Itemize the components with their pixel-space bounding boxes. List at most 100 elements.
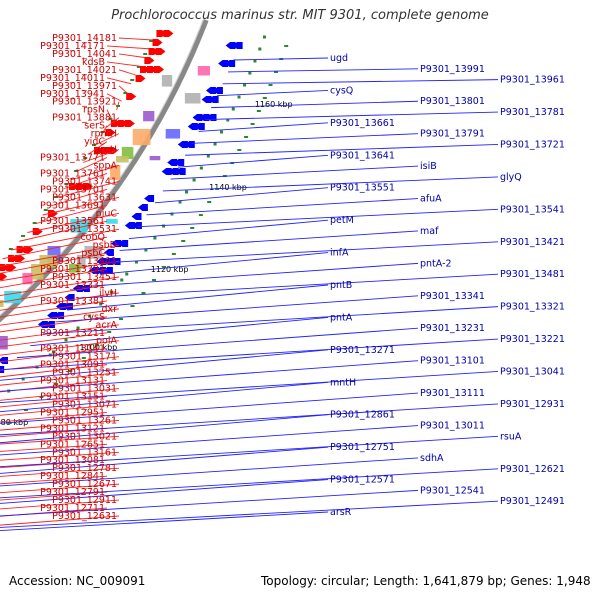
gene-label-reverse: P9301_13271 [330,345,395,356]
feature-block [143,111,155,122]
scale-dash [125,272,129,276]
reverse-gene-arrow [161,168,172,175]
reverse-gene-arrow [137,204,148,211]
gene-label-reverse: P9301_12861 [330,410,395,421]
reverse-gene-arrow [218,60,229,67]
gene-label-reverse: P9301_12621 [500,464,565,475]
gene-label-forward: P9301_13561 [40,216,105,227]
feature-block [121,147,134,160]
reverse-gene-arrow [88,267,99,274]
backbone-arc [0,19,209,323]
gene-label-reverse: P9301_13661 [330,118,395,129]
feature-block [149,156,161,161]
reverse-gene-arrow [201,96,212,103]
label-leader-line [30,316,329,347]
label-leader-line [106,45,149,50]
gene-label-reverse: pntA [330,312,353,323]
scale-dash [32,222,37,224]
scale-dash [178,200,182,204]
label-leader-line [0,388,120,401]
scale-dash [109,290,113,294]
gene-label-reverse: cysQ [330,85,353,96]
forward-gene-arrow [0,273,8,280]
feature-block [184,93,201,104]
gene-label-reverse: pntA-2 [420,258,452,269]
label-leader-line [116,101,120,111]
gene-label-reverse: P9301_13781 [500,107,565,118]
scale-dash [134,260,138,264]
label-leader-line [0,332,108,348]
scale-dash [130,79,135,81]
gene-label-forward: kdsB [82,57,105,68]
gene-label-forward: P9301_13391 [40,264,105,275]
label-leader-line [63,173,108,190]
label-leader-line [35,204,108,225]
gene-label-forward: P9301_13031 [52,384,117,395]
gene-label-forward: P9301_14041 [52,49,117,60]
label-leader-line [106,109,112,119]
label-leader-line [222,79,499,85]
gene-label-reverse: P9301_13541 [500,204,565,215]
gene-label-forward: P9301_13211 [40,328,105,339]
map-title: Prochlorococcus marinus str. MIT 9301, c… [111,8,489,23]
label-leader-line [0,308,120,326]
scale-dash [151,279,156,281]
feature-block [31,264,44,280]
label-leader-line [0,276,120,296]
label-leader-line [233,57,329,61]
gene-label-reverse: P9301_12541 [420,485,485,496]
scale-dash [23,409,28,411]
gene-label-forward: P9301_12911 [52,495,117,506]
reverse-gene-arrow [131,222,142,229]
label-leader-line [0,268,108,289]
reverse-gene-arrow [192,114,203,121]
gene-label-forward: P9301_13251 [52,368,117,379]
label-leader-line [0,360,419,392]
label-leader-line [42,196,120,216]
scale-tick-label: 1120 kbp [151,265,189,274]
scale-dash [237,149,242,151]
gene-label-forward: P9301_12791 [40,487,105,498]
gene-label-reverse: P9301_13231 [420,323,485,334]
gene-label-reverse: P9301_13421 [500,237,565,248]
gene-label-forward: P9301_13331 [40,280,105,291]
label-leader-line [0,392,419,424]
gene-label-forward: P9301_13091 [40,360,105,371]
gene-label-reverse: glyQ [500,172,522,183]
scale-dash [141,292,146,294]
gene-label-forward: dxr [101,304,117,315]
feature-block [161,75,173,87]
scale-dash [284,45,289,47]
gene-label-reverse: P9301_13321 [500,302,565,313]
gene-label-forward: P9301_13941 [40,89,105,100]
label-leader-line [0,414,329,444]
reverse-gene-arrow [194,123,205,130]
scale-dash [39,396,44,398]
label-leader-line [0,475,108,485]
gene-label-forward: cobQ [80,232,105,243]
gene-label-forward: P9301_13761 [40,168,105,179]
label-leader-line [109,241,499,263]
label-leader-line [0,451,120,461]
forward-gene-arrow [154,66,165,73]
label-leader-line [0,419,120,431]
reverse-gene-arrow [118,240,129,247]
reverse-gene-arrow [232,42,243,49]
scale-dash [130,305,135,307]
scale-dash [231,107,235,111]
gene-label-forward: P9301_13921 [52,97,117,108]
scale-tick-label: 1100 kbp [80,343,118,352]
label-leader-line [0,260,120,282]
scale-dash [198,214,203,216]
scale-dash [192,178,196,182]
gene-label-forward: P9301_14181 [52,33,117,44]
reverse-gene-arrow [184,141,195,148]
gene-label-forward: P9301_12671 [52,479,117,490]
scale-dash [108,118,113,120]
scale-dash [262,97,267,99]
label-leader-line [0,479,329,504]
gene-label-reverse: maf [420,226,439,237]
feature-block [110,165,121,180]
gene-label-forward: aroH [95,145,117,156]
label-leader-line [0,446,329,474]
